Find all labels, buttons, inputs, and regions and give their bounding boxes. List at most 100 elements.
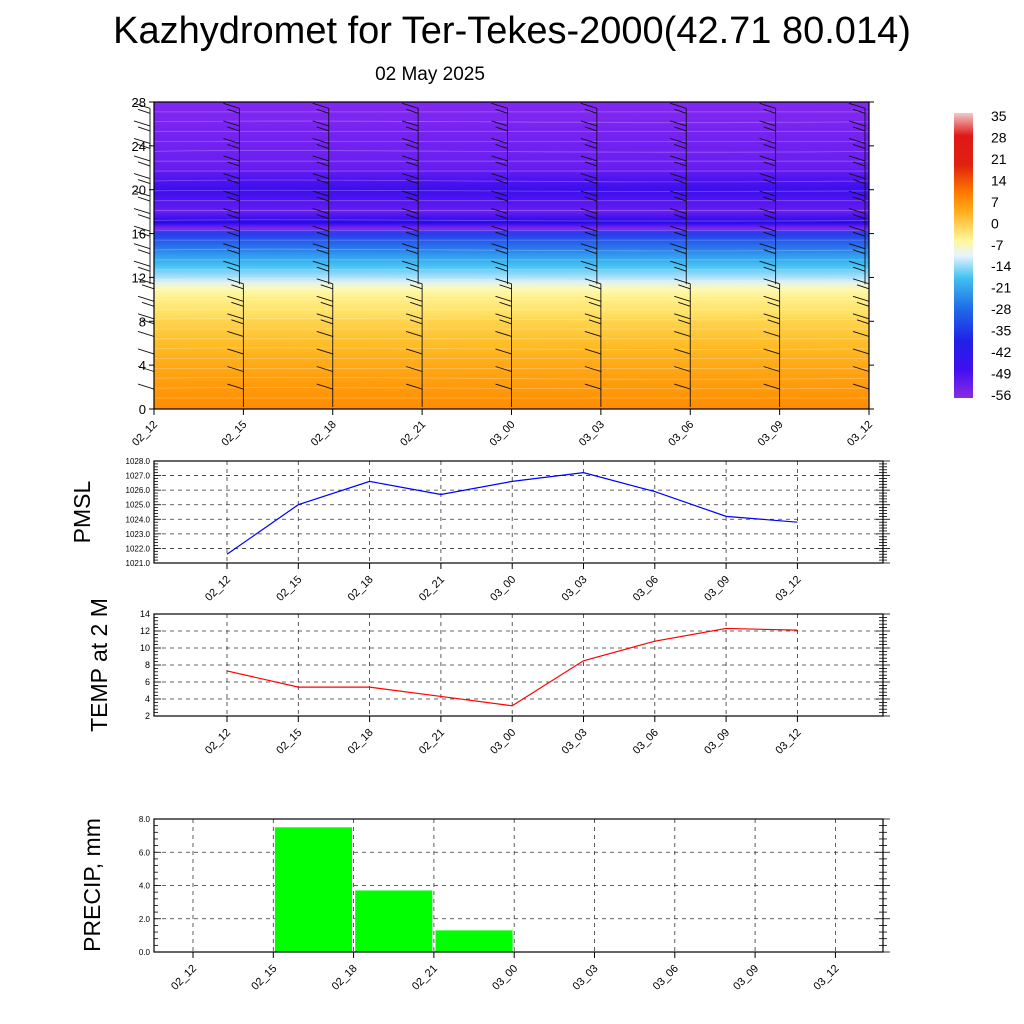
wind-barb-flag [674, 214, 687, 220]
wind-barb-flag [584, 196, 598, 202]
wind-barb-flag [674, 313, 691, 320]
colorbar-label: -35 [991, 323, 1011, 339]
wind-barb-flag [495, 313, 512, 320]
wind-barb-flag [848, 260, 866, 267]
plot-frame [153, 460, 884, 564]
contour-line [153, 397, 870, 399]
wind-barb-flag [405, 161, 419, 167]
series-line [226, 472, 798, 555]
wind-barb-flag [670, 138, 687, 144]
wind-barb-flag [409, 301, 423, 307]
contour-line [153, 387, 870, 390]
y-tick-label: 0.0 [139, 948, 151, 957]
wind-barb-flag [223, 120, 240, 127]
wind-barb-flag [499, 319, 512, 325]
wind-barb-flag [227, 366, 244, 372]
pmsl-panel: 1021.0 1022.0 1023.0 1024.0 1025.0 1026.0 1027… [69, 457, 890, 604]
wind-barb-flag [495, 126, 508, 132]
x-tick-label: 02_18 [346, 727, 376, 757]
colorbar-scale [954, 113, 973, 398]
wind-barb-flag [584, 144, 598, 149]
wind-barb-flag [401, 260, 419, 267]
wind-barb-flag [491, 138, 508, 144]
x-tick-label: 02_18 [309, 419, 339, 449]
wind-barb-flag [231, 319, 244, 325]
wind-barb-flag [852, 330, 870, 337]
wind-barb-flag [763, 196, 776, 202]
wind-barb-flag [759, 260, 776, 267]
wind-barb-flag [137, 330, 155, 337]
wind-barb-flag [852, 348, 870, 355]
wind-barb-flag [852, 144, 866, 149]
wind-barb-flag [763, 231, 776, 237]
wind-barb-flag [759, 225, 776, 232]
x-tick-label: 03_00 [488, 419, 518, 449]
wind-barb-flag [491, 173, 508, 179]
wind-barb-flag [227, 330, 244, 337]
wind-barb-flag [674, 144, 687, 149]
wind-barb-flag [580, 243, 598, 250]
wind-barb-flag [580, 208, 598, 215]
precip-panel: 0.0 2.0 4.0 6.0 8.0 02_12 02_15 02_18 02_21 03_00… [79, 815, 890, 993]
x-tick-label: 02_21 [417, 574, 447, 604]
wind-barb-flag [763, 144, 776, 149]
x-tick-label: 02_12 [130, 419, 160, 449]
wind-barb-flag [763, 348, 780, 355]
y-tick-label: 4.0 [139, 882, 151, 891]
wind-barb-flag [405, 108, 419, 114]
wind-barb-flag [401, 243, 419, 250]
wind-barb-flag [674, 278, 691, 285]
wind-barb-flag [316, 278, 333, 285]
wind-barb-flag [409, 284, 423, 290]
y-tick-label: 1028.0 [126, 457, 151, 466]
wind-barb-flag [670, 225, 687, 232]
wind-barb-flag [223, 260, 240, 267]
wind-barb-flag [320, 284, 333, 290]
y-axis-title: TEMP at 2 M [86, 598, 112, 732]
wind-barb-flag [137, 108, 151, 114]
wind-barb-flag [495, 266, 508, 272]
wind-barb-flag [852, 383, 870, 390]
wind-barb-flag [405, 295, 423, 302]
wind-barb-flag [495, 196, 508, 202]
wind-barb-flag [316, 179, 329, 184]
x-tick-label: 03_09 [756, 419, 786, 449]
wind-barb-flag [674, 348, 691, 355]
wind-barb-flag [312, 260, 329, 267]
x-tick-label: 03_06 [666, 419, 696, 449]
temp-2m-panel: 2 4 6 8 10 12 14 02_12 02_15 02_18 02_21 03_00 03_03… [86, 598, 890, 757]
wind-barb-flag [584, 249, 598, 255]
colorbar-label: -49 [991, 366, 1011, 382]
wind-barb-flag [316, 383, 333, 390]
y-tick-label: 2.0 [139, 915, 151, 924]
colorbar-label: -21 [991, 280, 1011, 296]
wind-barb-flag [678, 284, 691, 290]
wind-barb-flag [405, 313, 423, 320]
wind-barb-flag [670, 102, 687, 109]
y-tick-label: 1021.0 [126, 559, 151, 568]
wind-barb-flag [227, 278, 244, 285]
wind-barb-flag [312, 155, 329, 162]
wind-barb-flag [584, 126, 598, 132]
wind-barb-flag [312, 225, 329, 232]
wind-barb-flag [491, 208, 508, 215]
x-tick-label: 02_21 [417, 727, 447, 757]
wind-barb-flag [674, 196, 687, 202]
wind-barb-flag [584, 214, 598, 220]
colorbar-label: 7 [991, 194, 999, 210]
wind-barb-flag [137, 348, 155, 355]
wind-barb-flag [580, 225, 598, 232]
wind-barb-flag [856, 284, 870, 290]
wind-barb-flag [401, 190, 419, 197]
wind-barb-flag [141, 284, 155, 290]
contour-line [153, 278, 870, 281]
y-tick-label: 1025.0 [126, 501, 151, 510]
wind-barb-flag [316, 144, 329, 149]
wind-barb-flag [316, 108, 329, 114]
x-tick-label: 02_21 [410, 963, 440, 993]
x-tick-label: 03_00 [490, 963, 520, 993]
wind-barb-flag [584, 266, 598, 272]
x-tick-label: 02_12 [203, 727, 233, 757]
wind-barb-flag [316, 366, 333, 372]
x-tick-label: 02_12 [203, 574, 233, 604]
